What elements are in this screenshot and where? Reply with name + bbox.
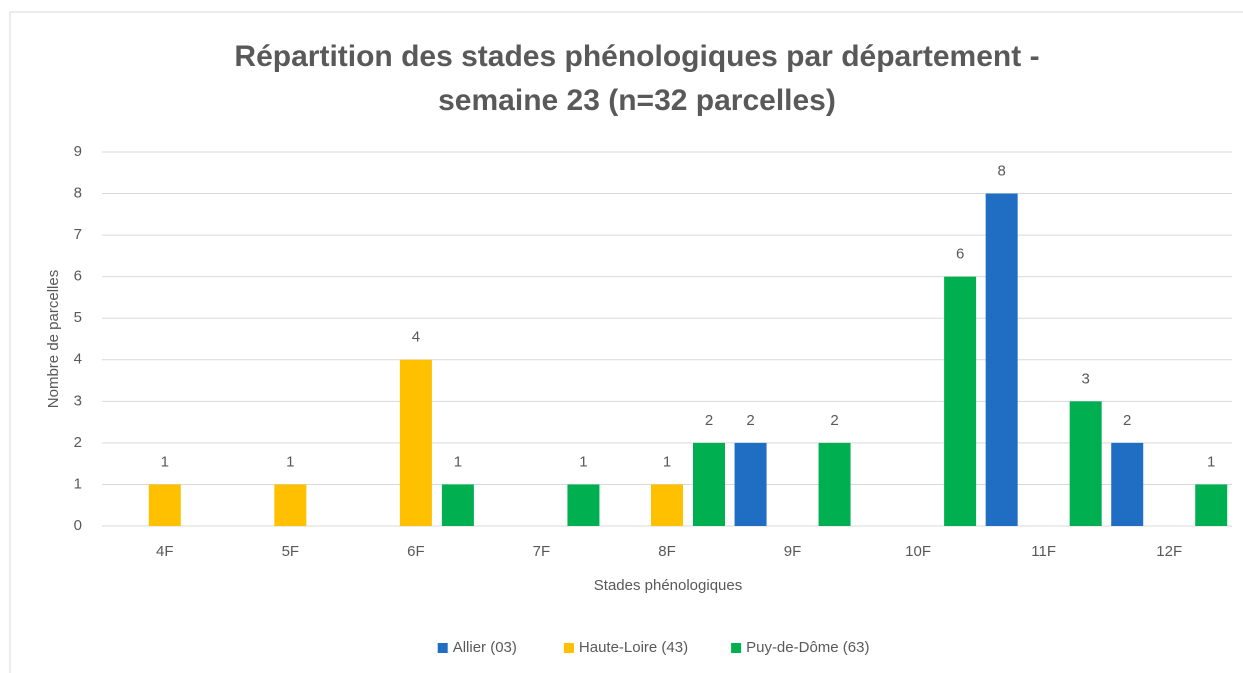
bar	[148, 484, 181, 526]
data-label: 2	[746, 412, 754, 429]
data-label: 2	[705, 412, 713, 429]
legend-label: Allier (03)	[453, 639, 517, 656]
data-label: 4	[412, 329, 420, 346]
y-tick-label: 0	[74, 517, 82, 534]
y-tick-label: 5	[74, 309, 82, 326]
chart-title: Répartition des stades phénologiques par…	[234, 40, 1039, 73]
bar	[274, 484, 307, 526]
data-label: 1	[454, 453, 462, 470]
legend-label: Puy-de-Dôme (63)	[746, 639, 869, 656]
bar	[441, 484, 474, 526]
y-tick-label: 7	[74, 226, 82, 243]
bar	[1111, 442, 1144, 526]
data-label: 1	[1207, 453, 1215, 470]
data-label: 6	[956, 246, 964, 263]
data-label: 1	[161, 453, 169, 470]
bar	[651, 484, 683, 526]
legend-swatch	[563, 643, 574, 653]
bar	[693, 442, 725, 526]
data-label: 8	[997, 163, 1005, 180]
bar	[944, 276, 977, 526]
data-label: 2	[830, 412, 838, 429]
data-label: 3	[1081, 370, 1089, 387]
data-label: 1	[663, 453, 671, 470]
legend-swatch	[437, 643, 448, 653]
y-tick-label: 9	[74, 143, 82, 160]
bar	[818, 442, 851, 526]
x-tick-label: 4F	[156, 543, 174, 560]
x-tick-label: 8F	[658, 543, 676, 560]
data-label: 1	[579, 453, 587, 470]
data-label: 2	[1123, 412, 1131, 429]
y-tick-label: 4	[74, 351, 82, 368]
y-tick-label: 2	[74, 434, 82, 451]
data-label: 1	[286, 453, 294, 470]
legend-label: Haute-Loire (43)	[579, 639, 688, 656]
x-tick-label: 7F	[533, 543, 551, 560]
bar	[734, 442, 767, 526]
bar	[1195, 484, 1228, 526]
bar	[1069, 401, 1102, 526]
y-tick-label: 8	[74, 185, 82, 202]
bar	[567, 484, 600, 526]
bar	[399, 359, 432, 526]
y-tick-label: 1	[74, 475, 82, 492]
bar	[985, 193, 1018, 527]
x-axis-label: Stades phénologiques	[594, 577, 742, 594]
x-tick-label: 11F	[1031, 543, 1056, 560]
y-axis-label: Nombre de parcelles	[45, 270, 62, 408]
y-tick-label: 6	[74, 268, 82, 285]
x-tick-label: 6F	[407, 543, 425, 560]
x-tick-label: 9F	[784, 543, 802, 560]
x-tick-label: 5F	[282, 543, 300, 560]
chart-border	[9, 11, 1243, 673]
legend-swatch	[731, 643, 742, 653]
x-tick-label: 10F	[905, 543, 931, 560]
x-tick-label: 12F	[1156, 543, 1182, 560]
y-tick-label: 3	[74, 392, 82, 409]
chart-title: semaine 23 (n=32 parcelles)	[438, 84, 836, 117]
